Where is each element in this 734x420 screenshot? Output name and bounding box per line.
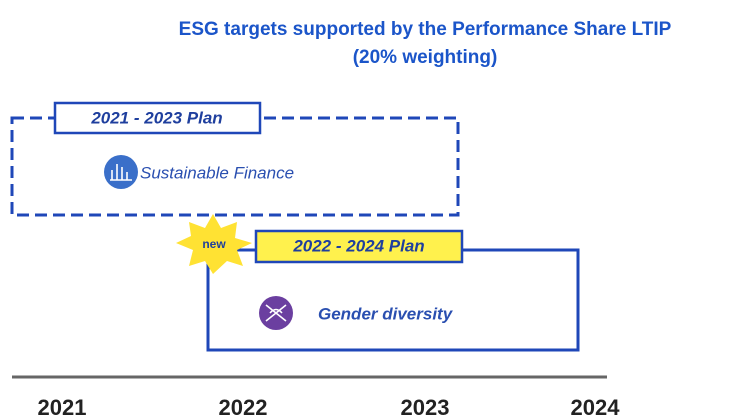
- item-label: Sustainable Finance: [140, 163, 294, 182]
- plan-label-box: [254, 229, 464, 264]
- year-label: 2022: [219, 395, 268, 420]
- plan-label: 2021 - 2023 Plan: [90, 108, 222, 127]
- badge: new: [202, 237, 226, 251]
- plan-label: 2022 - 2024 Plan: [292, 236, 424, 255]
- year-label: 2024: [571, 395, 621, 420]
- plan-label-box: [53, 101, 262, 135]
- item-label: Gender diversity: [318, 304, 454, 323]
- icon-glyph: [110, 164, 132, 181]
- icon: [104, 155, 138, 189]
- title-line: (20% weighting): [353, 47, 498, 68]
- icon-glyph: [265, 304, 287, 322]
- badge-star: [176, 214, 252, 274]
- title-line: ESG targets supported by the Performance…: [179, 19, 672, 40]
- year-label: 2021: [38, 395, 87, 420]
- plan-box: [206, 248, 580, 352]
- year-label: 2023: [401, 395, 450, 420]
